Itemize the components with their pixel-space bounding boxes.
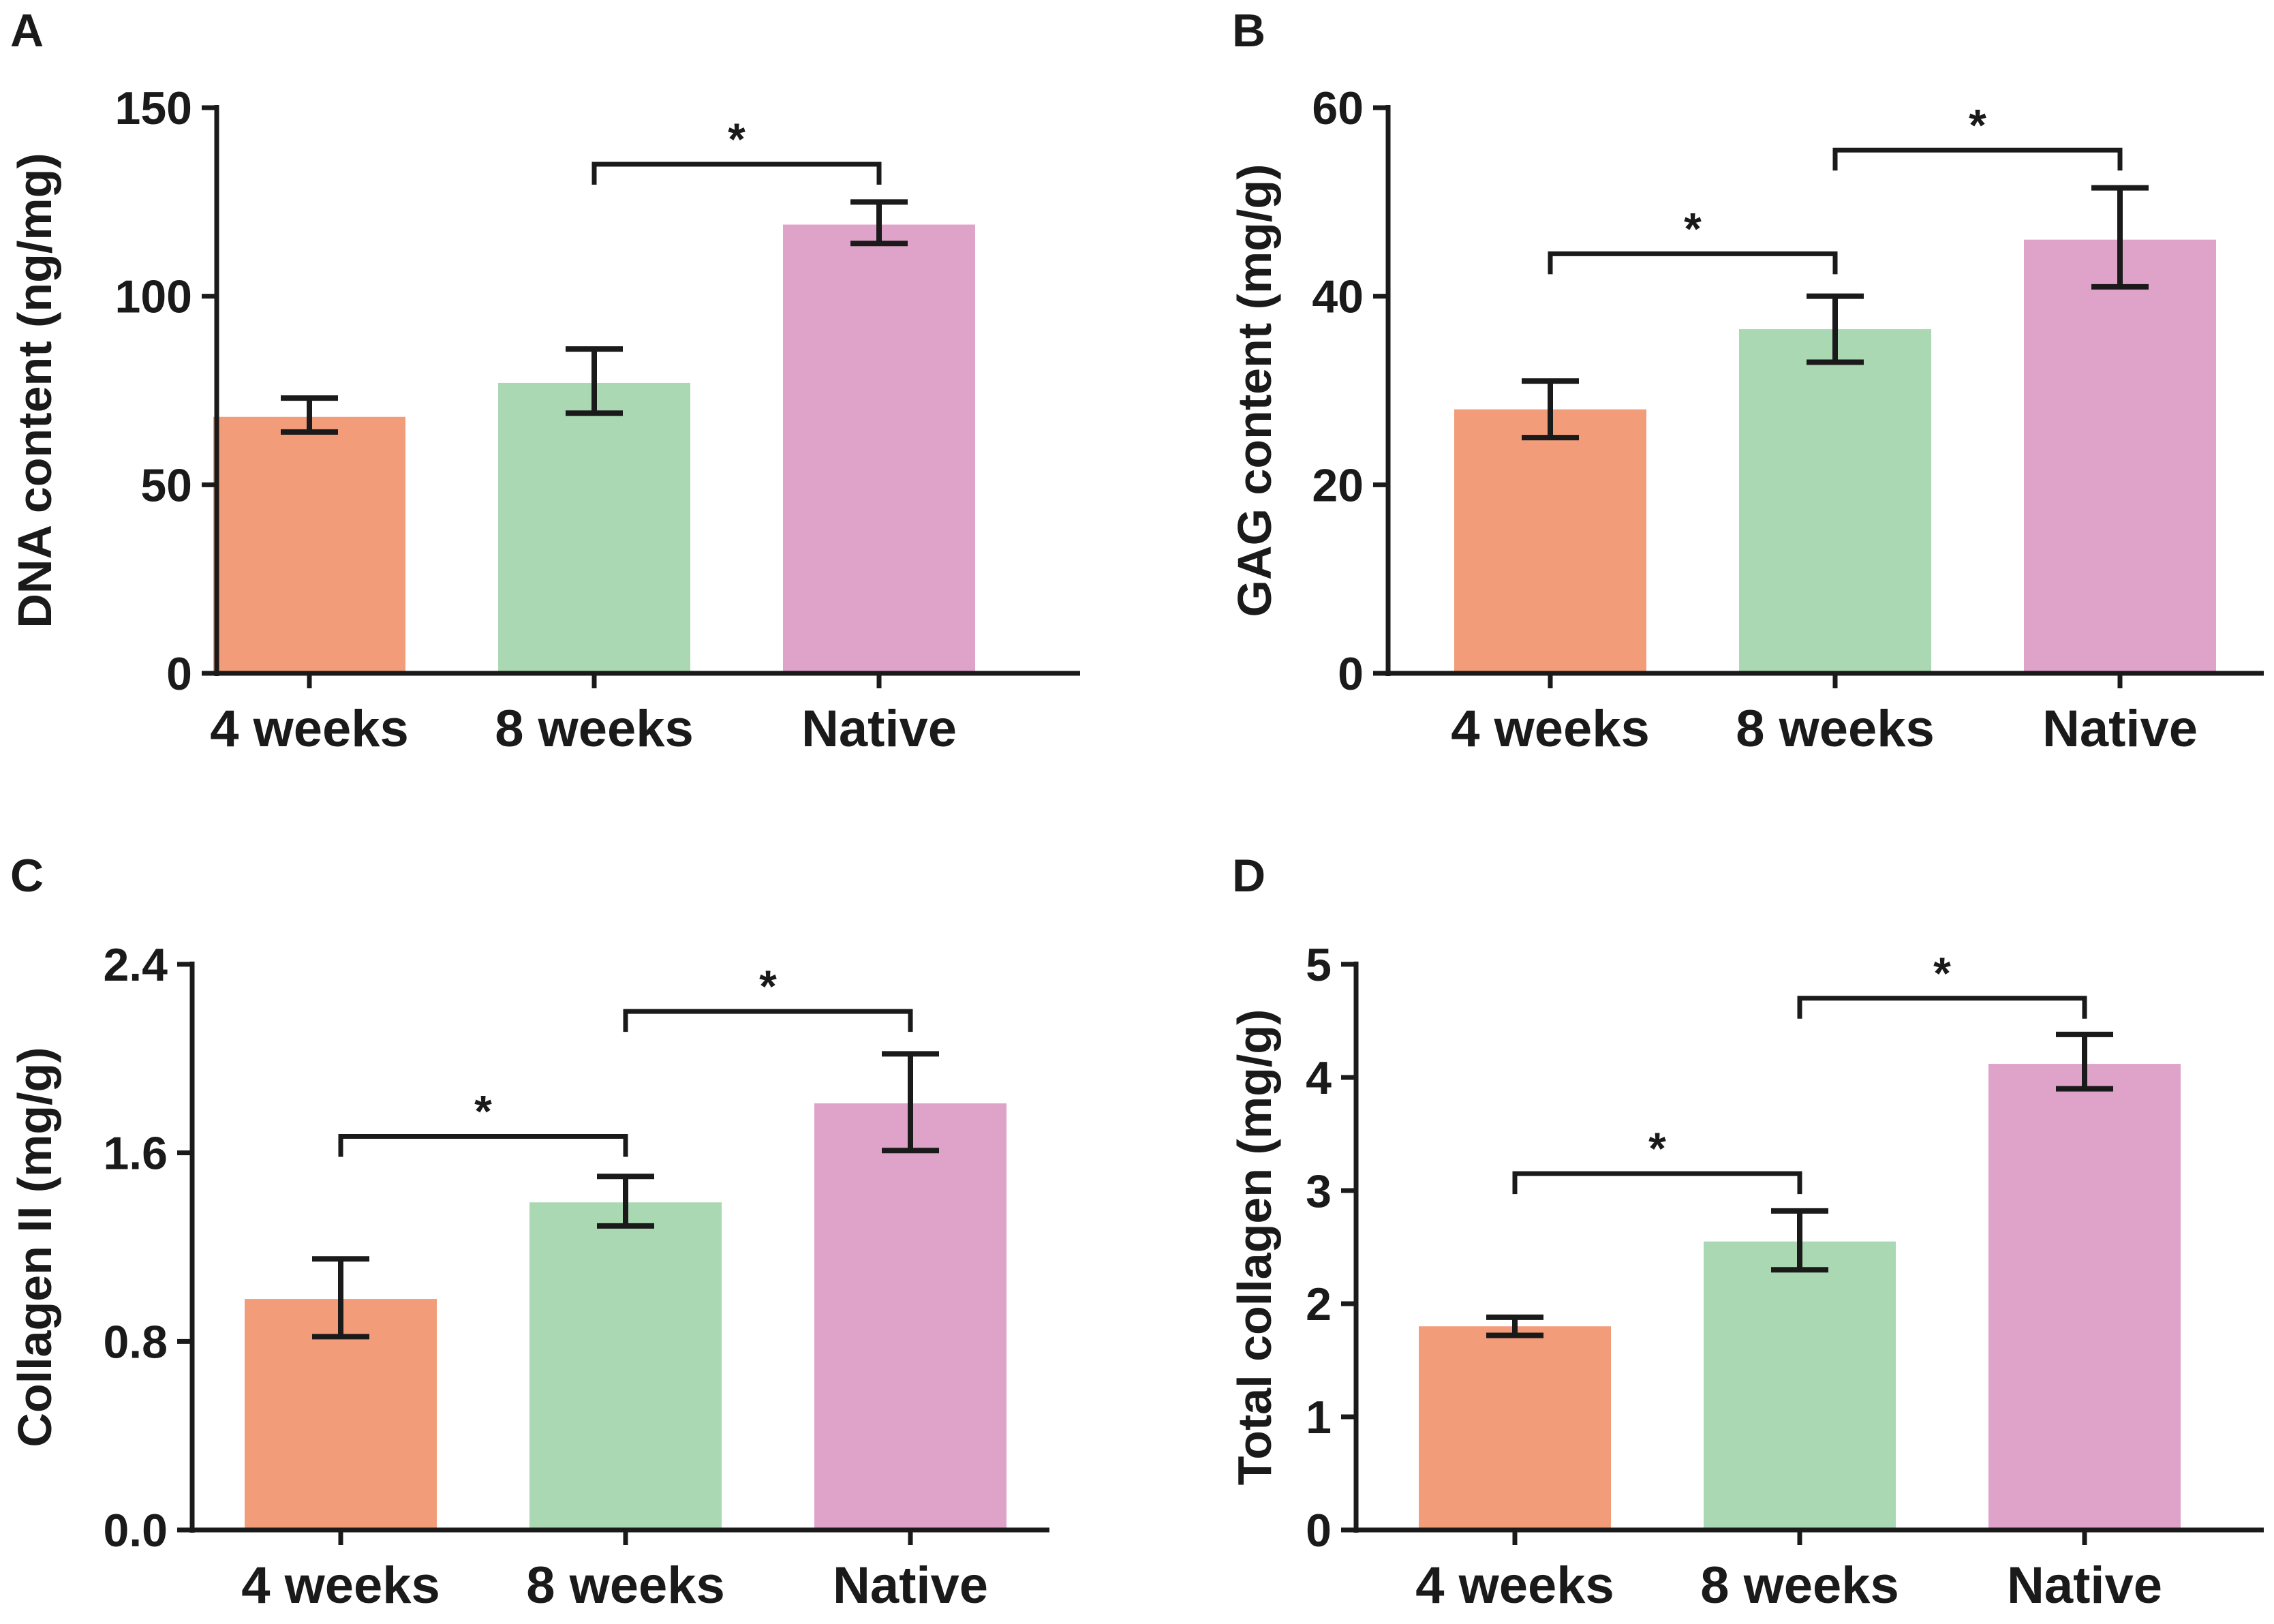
significance-label: * — [1933, 948, 1951, 998]
bar-4-weeks — [213, 416, 405, 673]
error-bar — [882, 1051, 939, 1154]
chart-panel-c: C 0.0 0.8 1.6 2.4 4 weeks 8 weeks Native Collage… — [8, 850, 1049, 1614]
significance-bracket: * — [1832, 99, 2123, 171]
y-tick-label: 5 — [1306, 939, 1332, 991]
y-tick-label: 2 — [1306, 1278, 1332, 1330]
panel-letter: D — [1232, 850, 1265, 902]
significance-label: * — [474, 1086, 492, 1136]
y-axis-label: DNA content (ng/mg) — [8, 153, 61, 628]
significance-bracket: * — [1797, 948, 2087, 1019]
bar-native — [783, 224, 975, 673]
bar-native — [814, 1103, 1007, 1530]
x-tick-label: 4 weeks — [1451, 700, 1650, 758]
y-tick-label: 100 — [115, 271, 192, 323]
bar-8-weeks — [529, 1202, 722, 1530]
panel-letter: A — [10, 5, 44, 57]
y-tick-label: 0 — [1306, 1505, 1332, 1557]
y-tick-label: 150 — [115, 82, 192, 134]
y-tick-label: 3 — [1306, 1165, 1332, 1217]
chart-panel-a: A 0 50 100 150 4 weeks 8 weeks Native DNA conten… — [8, 5, 1080, 758]
x-tick-label: Native — [801, 700, 957, 758]
x-tick-label: 4 weeks — [210, 700, 409, 758]
error-bar — [281, 395, 338, 435]
error-bar — [1807, 293, 1864, 365]
significance-bracket: * — [338, 1086, 628, 1157]
significance-bracket: * — [623, 961, 913, 1032]
y-tick-label: 0.0 — [103, 1505, 168, 1557]
x-tick-label: Native — [833, 1557, 988, 1614]
error-bar — [1522, 378, 1579, 441]
y-tick-label: 0 — [166, 648, 192, 700]
error-bar — [1771, 1208, 1828, 1273]
x-tick-label: 4 weeks — [241, 1557, 440, 1614]
y-tick-label: 60 — [1312, 82, 1364, 134]
x-tick-label: Native — [2007, 1557, 2162, 1614]
significance-bracket: * — [1512, 1123, 1802, 1195]
significance-bracket: * — [591, 114, 882, 185]
error-bar — [566, 346, 623, 416]
significance-label: * — [1969, 99, 1986, 150]
panel-letter: C — [10, 850, 44, 902]
x-tick-label: 8 weeks — [1736, 700, 1935, 758]
bar-8-weeks — [1739, 329, 1931, 673]
x-tick-label: 4 weeks — [1415, 1557, 1614, 1614]
y-tick-label: 40 — [1312, 271, 1364, 323]
y-tick-label: 20 — [1312, 459, 1364, 511]
error-bar — [1486, 1314, 1543, 1338]
y-tick-label: 2.4 — [103, 939, 168, 991]
bar-8-weeks — [498, 382, 690, 673]
chart-panel-b: B 0 20 40 60 4 weeks 8 weeks Native GAG content … — [1228, 5, 2264, 758]
significance-label: * — [759, 961, 777, 1011]
x-tick-label: Native — [2042, 700, 2198, 758]
bar-native — [2024, 239, 2216, 674]
y-tick-label: 4 — [1306, 1052, 1332, 1104]
y-tick-label: 1 — [1306, 1392, 1332, 1443]
x-tick-label: 8 weeks — [1700, 1557, 1899, 1614]
panel-letter: B — [1232, 5, 1265, 57]
significance-label: * — [1684, 203, 1702, 254]
significance-label: * — [728, 114, 746, 164]
bar-8-weeks — [1704, 1241, 1896, 1530]
y-axis-label: Total collagen (mg/g) — [1228, 1009, 1281, 1486]
error-bar — [597, 1174, 654, 1229]
bar-native — [1988, 1064, 2181, 1530]
error-bar — [312, 1256, 369, 1340]
bar-4-weeks — [1454, 409, 1646, 673]
significance-bracket: * — [1548, 203, 1838, 275]
error-bar — [850, 199, 908, 247]
x-tick-label: 8 weeks — [526, 1557, 725, 1614]
error-bar — [2091, 185, 2149, 290]
error-bar — [2056, 1031, 2113, 1092]
significance-label: * — [1648, 1123, 1666, 1174]
y-axis-label: GAG content (mg/g) — [1228, 164, 1281, 617]
y-tick-label: 50 — [140, 459, 192, 511]
bar-4-weeks — [1419, 1326, 1611, 1530]
y-tick-label: 0.8 — [103, 1316, 168, 1368]
chart-panel-d: D 0 1 2 3 4 5 4 weeks 8 weeks Native Total collage… — [1228, 850, 2264, 1614]
x-tick-label: 8 weeks — [495, 700, 694, 758]
y-tick-label: 0 — [1338, 648, 1364, 700]
y-tick-label: 1.6 — [103, 1128, 168, 1180]
y-axis-label: Collagen II (mg/g) — [8, 1047, 61, 1447]
